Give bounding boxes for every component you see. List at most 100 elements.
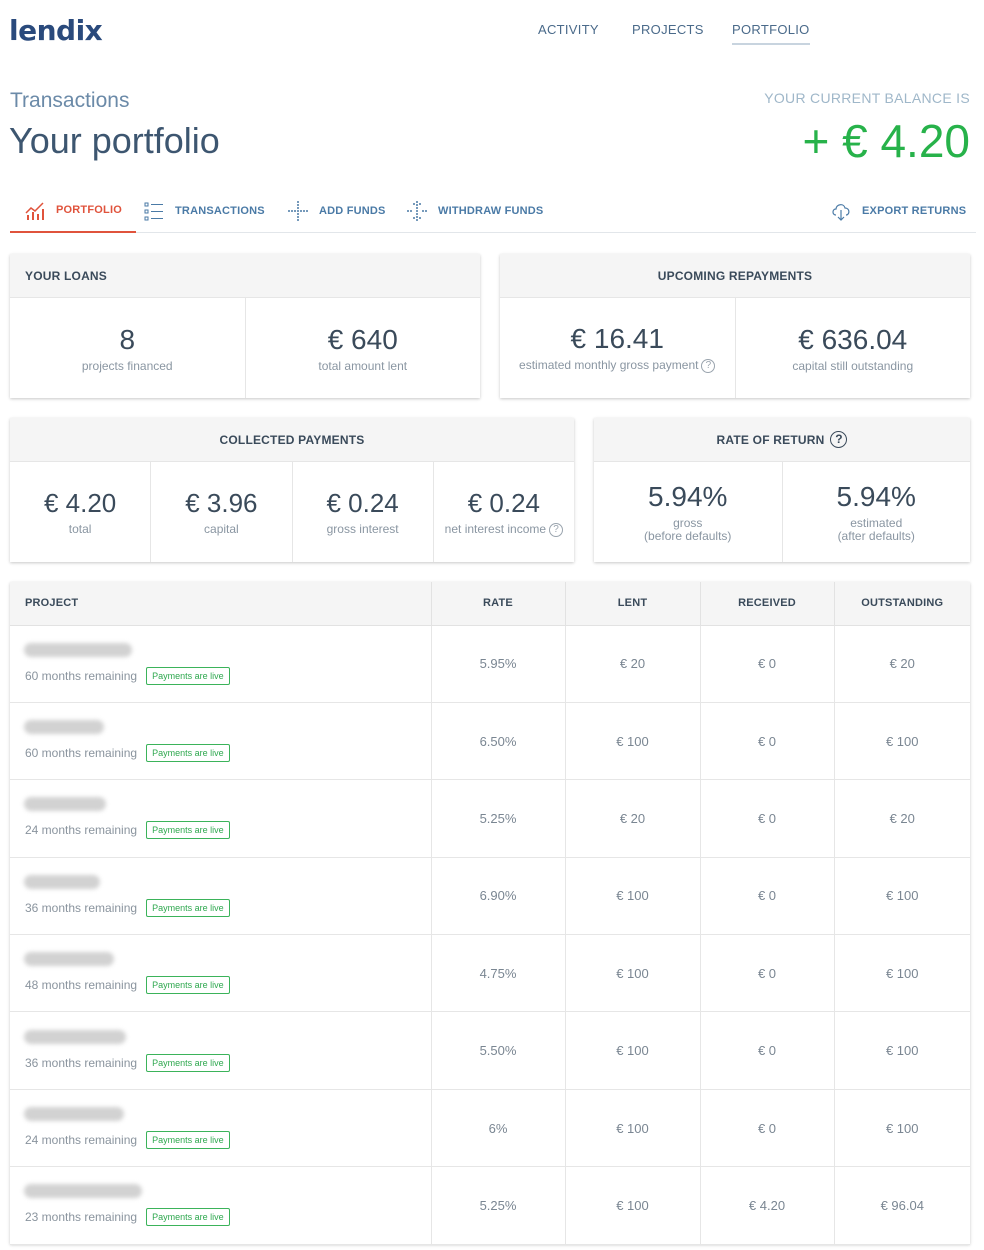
- project-cell[interactable]: 60 months remaining Payments are live: [10, 702, 432, 781]
- tab-withdraw-funds-label: WITHDRAW FUNDS: [438, 205, 544, 217]
- rate-cell: 5.25%: [431, 779, 566, 858]
- help-icon[interactable]: ?: [701, 359, 716, 373]
- upcoming-repayments-panel: UPCOMING REPAYMENTS € 16.41 estimated mo…: [500, 254, 970, 398]
- received-cell: € 0: [700, 702, 835, 781]
- table-row[interactable]: 36 months remaining Payments are live 5.50…: [10, 1011, 970, 1090]
- project-name-redacted[interactable]: [24, 720, 104, 735]
- project-cell[interactable]: 36 months remaining Payments are live: [10, 857, 432, 936]
- table-row[interactable]: 60 months remaining Payments are live 5.95…: [10, 625, 970, 703]
- total-lent-value: € 640: [327, 323, 398, 355]
- rate-cell: 4.75%: [431, 934, 566, 1013]
- status-badge: Payments are live: [146, 666, 230, 685]
- outstanding-cell: € 100: [834, 1089, 970, 1168]
- table-row[interactable]: 60 months remaining Payments are live 6.50…: [10, 702, 970, 781]
- gross-interest-label: gross interest: [326, 522, 399, 536]
- column-header-project[interactable]: PROJECT: [10, 582, 432, 626]
- table-row[interactable]: 24 months remaining Payments are live 5.25…: [10, 779, 970, 858]
- tab-portfolio[interactable]: PORTFOLIO: [10, 189, 136, 233]
- outstanding-cell: € 100: [834, 702, 970, 781]
- status-badge: Payments are live: [146, 821, 230, 840]
- table-row[interactable]: 48 months remaining Payments are live 4.75…: [10, 934, 970, 1013]
- gross-return-value: 5.94%: [648, 481, 728, 512]
- gross-return-label: gross: [673, 516, 703, 530]
- list-icon: [144, 202, 163, 221]
- export-returns-label: EXPORT RETURNS: [862, 205, 967, 217]
- table-row[interactable]: 24 months remaining Payments are live 6% € …: [10, 1089, 970, 1168]
- tab-add-funds[interactable]: ADD FUNDS: [287, 189, 386, 233]
- nav-activity[interactable]: ACTIVITY: [538, 22, 599, 37]
- column-header-received[interactable]: RECEIVED: [700, 582, 835, 626]
- column-header-lent[interactable]: LENT: [565, 582, 701, 626]
- lent-cell: € 100: [565, 1166, 701, 1245]
- collected-capital-label: capital: [204, 522, 239, 536]
- monthly-payment-label: estimated monthly gross payment: [519, 358, 699, 373]
- tab-add-funds-label: ADD FUNDS: [319, 205, 386, 217]
- lent-cell: € 100: [565, 934, 701, 1013]
- project-name-redacted[interactable]: [24, 797, 106, 812]
- rate-cell: 5.95%: [431, 625, 566, 703]
- tab-withdraw-funds[interactable]: WITHDRAW FUNDS: [406, 189, 543, 233]
- help-icon[interactable]: ?: [549, 522, 564, 537]
- help-icon[interactable]: ?: [830, 431, 848, 448]
- lent-cell: € 100: [565, 1011, 701, 1090]
- received-cell: € 0: [700, 625, 835, 703]
- project-name-redacted[interactable]: [24, 1029, 126, 1044]
- months-remaining: 48 months remaining: [25, 978, 138, 993]
- tab-transactions[interactable]: TRANSACTIONS: [143, 189, 265, 233]
- status-badge: Payments are live: [146, 1131, 230, 1150]
- dots-arrows-icon: [407, 201, 427, 221]
- table-row[interactable]: 23 months remaining Payments are live 5.25…: [10, 1166, 970, 1245]
- outstanding-cell: € 20: [834, 779, 970, 858]
- column-header-outstanding[interactable]: OUTSTANDING: [834, 582, 970, 626]
- project-name-redacted[interactable]: [24, 642, 132, 657]
- collected-capital-value: € 3.96: [185, 488, 258, 518]
- lent-cell: € 100: [565, 1089, 701, 1168]
- months-remaining: 60 months remaining: [25, 668, 138, 683]
- received-cell: € 4.20: [700, 1166, 835, 1245]
- project-cell[interactable]: 60 months remaining Payments are live: [10, 625, 432, 703]
- estimated-return-sub: (after defaults): [837, 529, 915, 543]
- rate-cell: 6.90%: [431, 857, 566, 936]
- project-name-redacted[interactable]: [24, 952, 114, 967]
- status-badge: Payments are live: [146, 744, 230, 763]
- export-returns-button[interactable]: EXPORT RETURNS: [830, 189, 966, 233]
- your-loans-title: YOUR LOANS: [10, 254, 480, 298]
- collected-capital-cell: € 3.96 capital: [151, 462, 293, 562]
- project-name-redacted[interactable]: [24, 874, 100, 889]
- project-cell[interactable]: 23 months remaining Payments are live: [10, 1166, 432, 1245]
- project-name-redacted[interactable]: [24, 1107, 124, 1122]
- outstanding-cell: € 100: [834, 857, 970, 936]
- outstanding-cell: € 20: [834, 625, 970, 703]
- capital-outstanding-label: capital still outstanding: [792, 358, 914, 373]
- collected-payments-panel: COLLECTED PAYMENTS € 4.20 total € 3.96 c…: [10, 418, 574, 562]
- sub-tabs: PORTFOLIO TRANSACTIONS ADD FUNDS WITHDRA…: [10, 189, 976, 233]
- project-cell[interactable]: 48 months remaining Payments are live: [10, 934, 432, 1013]
- rate-of-return-title: RATE OF RETURN: [716, 432, 825, 447]
- capital-outstanding-cell: € 636.04 capital still outstanding: [736, 298, 971, 398]
- rate-cell: 6.50%: [431, 702, 566, 781]
- rate-of-return-panel: RATE OF RETURN? 5.94% gross (before defau…: [594, 418, 970, 562]
- lendix-logo[interactable]: lendix: [9, 14, 103, 47]
- projects-financed-cell: 8 projects financed: [10, 298, 246, 398]
- projects-financed-label: projects financed: [81, 358, 173, 373]
- received-cell: € 0: [700, 1089, 835, 1168]
- table-row[interactable]: 36 months remaining Payments are live 6.90…: [10, 857, 970, 936]
- gross-interest-cell: € 0.24 gross interest: [293, 462, 434, 562]
- total-lent-cell: € 640 total amount lent: [246, 298, 481, 398]
- rate-cell: 5.25%: [431, 1166, 566, 1245]
- column-header-rate[interactable]: RATE: [431, 582, 566, 626]
- nav-portfolio[interactable]: PORTFOLIO: [732, 22, 810, 45]
- net-interest-value: € 0.24: [467, 487, 541, 518]
- collected-total-value: € 4.20: [43, 488, 117, 518]
- received-cell: € 0: [700, 934, 835, 1013]
- gross-return-cell: 5.94% gross (before defaults): [594, 462, 783, 562]
- project-cell[interactable]: 36 months remaining Payments are live: [10, 1011, 432, 1090]
- nav-projects[interactable]: PROJECTS: [632, 22, 704, 37]
- net-interest-cell: € 0.24 net interest income?: [434, 462, 574, 562]
- months-remaining: 36 months remaining: [25, 900, 138, 915]
- project-cell[interactable]: 24 months remaining Payments are live: [10, 779, 432, 858]
- lent-cell: € 100: [565, 857, 701, 936]
- project-cell[interactable]: 24 months remaining Payments are live: [10, 1089, 432, 1168]
- project-name-redacted[interactable]: [24, 1184, 142, 1199]
- total-lent-label: total amount lent: [318, 358, 408, 373]
